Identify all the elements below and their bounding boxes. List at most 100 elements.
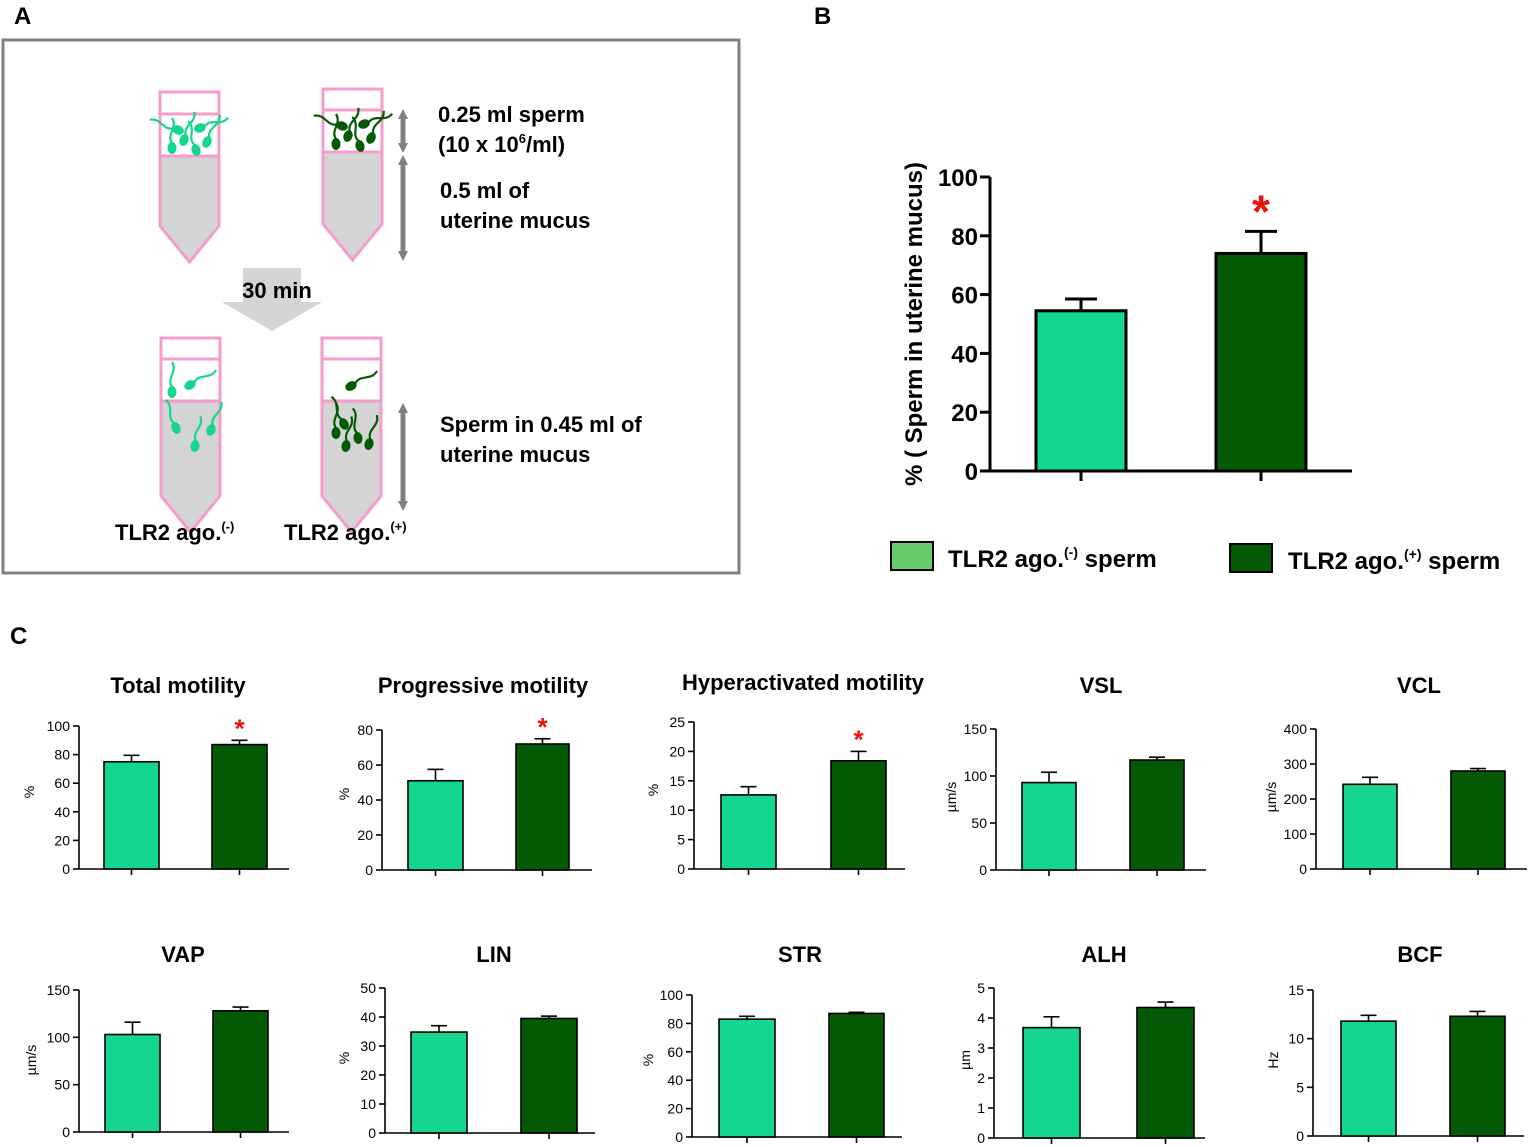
- bar-tlr2-plus: [212, 1010, 269, 1133]
- y-axis-label: %: [336, 788, 352, 800]
- legend-label-minus: TLR2 ago.(-) sperm: [948, 544, 1157, 573]
- bar-tlr2-minus: [720, 794, 777, 870]
- y-tick-label: 20: [951, 400, 978, 427]
- bar-tlr2-minus: [1342, 783, 1398, 870]
- y-tick-label: 100: [938, 165, 978, 192]
- y-tick-label: 5: [677, 832, 685, 848]
- panel-b-letter: B: [814, 3, 831, 30]
- chart-vap: VAP 0 50 100 150 µm/s: [23, 942, 289, 1140]
- y-tick-label: 60: [357, 757, 373, 773]
- y-tick-label: 10: [360, 1096, 376, 1112]
- y-tick-label: 60: [54, 775, 70, 791]
- y-tick-label: 80: [667, 1015, 683, 1031]
- time-arrow: [222, 268, 322, 331]
- y-tick-label: 20: [667, 1101, 683, 1117]
- panel-a-frame: [1, 38, 741, 575]
- y-axis-label: % ( Sperm in uterine mucus): [901, 162, 928, 486]
- legend-swatch-minus: [890, 541, 934, 571]
- significance-star: *: [234, 713, 245, 743]
- bar-tlr2-minus: [410, 1031, 468, 1134]
- chart-bcf: BCF 0 5 10 15 Hz: [1265, 942, 1524, 1144]
- y-tick-label: 15: [669, 773, 685, 789]
- y-tick-label: 0: [62, 861, 70, 877]
- y-tick-label: 0: [965, 459, 978, 486]
- chart-vsl: VSL 0 50 100 150 µm/s: [943, 673, 1206, 878]
- y-tick-label: 100: [660, 987, 684, 1003]
- y-tick-label: 40: [360, 1009, 376, 1025]
- panel-c-letter: C: [10, 623, 27, 650]
- y-tick-label: 100: [47, 1029, 71, 1045]
- bar-tlr2-plus: [1449, 1015, 1506, 1137]
- label-mucus-volume-1: 0.5 ml of: [440, 178, 530, 203]
- y-axis-label: %: [645, 784, 661, 796]
- y-tick-label: 3: [977, 1040, 985, 1056]
- chart-lin: LIN 0 10 20 30 40 50%: [336, 942, 595, 1141]
- y-tick-label: 0: [368, 1125, 376, 1141]
- significance-star: *: [1252, 185, 1270, 237]
- chart-total: Total motility 0 20 40 60 80 100% *: [21, 673, 289, 877]
- bar-tlr2-minus: [407, 779, 464, 871]
- chart-title: VSL: [1080, 673, 1123, 698]
- y-tick-label: 0: [979, 862, 987, 878]
- y-tick-label: 1: [977, 1100, 985, 1116]
- label-mucus-volume-2: uterine mucus: [440, 208, 590, 233]
- y-tick-label: 400: [1284, 721, 1308, 737]
- chart-str: STR 0 20 40 60 80 100%: [640, 942, 902, 1145]
- y-tick-label: 150: [964, 721, 988, 737]
- time-label: 30 min: [242, 278, 312, 303]
- bar-tlr2-plus: [830, 760, 887, 870]
- y-tick-label: 10: [1288, 1031, 1304, 1047]
- legend-swatch-plus: [1229, 543, 1273, 573]
- bar-tlr2-plus: [1136, 1006, 1195, 1139]
- chart-hyper: Hyperactivated motility 0 5 10 15 20 25% *: [645, 670, 925, 877]
- bar-tlr2-minus: [1340, 1020, 1397, 1137]
- y-tick-label: 80: [357, 722, 373, 738]
- significance-star: *: [853, 724, 864, 754]
- y-tick-label: 0: [365, 862, 373, 878]
- y-tick-label: 100: [47, 718, 71, 734]
- bar-tlr2-minus: [1021, 781, 1077, 871]
- bar-tlr2-minus: [103, 760, 160, 870]
- label-sperm-in-mucus-1: Sperm in 0.45 ml of: [440, 412, 642, 437]
- chart-title: LIN: [476, 942, 511, 967]
- chart-sperm-in-mucus: 0 20 40 60 80 100 % ( Sperm in uterine mucus) *: [901, 162, 1352, 486]
- chart-vcl: VCL 0 100 200 300 400 µm/s: [1263, 673, 1527, 877]
- bar-tlr2-plus: [515, 743, 570, 871]
- y-tick-label: 60: [951, 283, 978, 310]
- bar-tlr2-minus: [1034, 309, 1128, 473]
- tube-bottom-left: [159, 336, 227, 535]
- y-tick-label: 5: [1296, 1079, 1304, 1095]
- y-tick-label: 0: [1296, 1128, 1304, 1144]
- legend-label-plus: TLR2 ago.(+) sperm: [1288, 546, 1500, 575]
- bar-tlr2-plus: [1129, 759, 1185, 871]
- chart-title: Progressive motility: [378, 673, 589, 698]
- y-tick-label: 80: [54, 747, 70, 763]
- panel-a-letter: A: [14, 3, 31, 30]
- y-tick-label: 50: [54, 1077, 70, 1093]
- y-tick-label: 0: [677, 861, 685, 877]
- y-axis-label: µm/s: [943, 782, 959, 813]
- y-tick-label: 40: [357, 792, 373, 808]
- y-axis-label: %: [21, 786, 37, 798]
- chart-title: VAP: [161, 942, 205, 967]
- label-sperm-concentration: (10 x 106/ml): [438, 131, 565, 157]
- y-tick-label: 25: [669, 714, 685, 730]
- y-tick-label: 20: [54, 832, 70, 848]
- y-axis-label: µm: [957, 1050, 973, 1070]
- bar-tlr2-plus: [211, 743, 268, 870]
- y-tick-label: 10: [669, 802, 685, 818]
- y-tick-label: 50: [971, 815, 987, 831]
- chart-uterine: 0 20 40 60 80 100 % ( Sperm in uterine mucus) *: [901, 162, 1352, 486]
- y-tick-label: 80: [951, 224, 978, 251]
- y-tick-label: 50: [360, 980, 376, 996]
- y-tick-label: 200: [1284, 791, 1308, 807]
- chart-title: BCF: [1397, 942, 1442, 967]
- bar-tlr2-plus: [520, 1017, 578, 1134]
- bar-tlr2-minus: [718, 1018, 776, 1138]
- chart-title: VCL: [1397, 673, 1441, 698]
- tube-bottom-right: [320, 336, 383, 535]
- y-axis-label: %: [640, 1054, 656, 1066]
- y-tick-label: 30: [360, 1038, 376, 1054]
- chart-title: ALH: [1081, 942, 1126, 967]
